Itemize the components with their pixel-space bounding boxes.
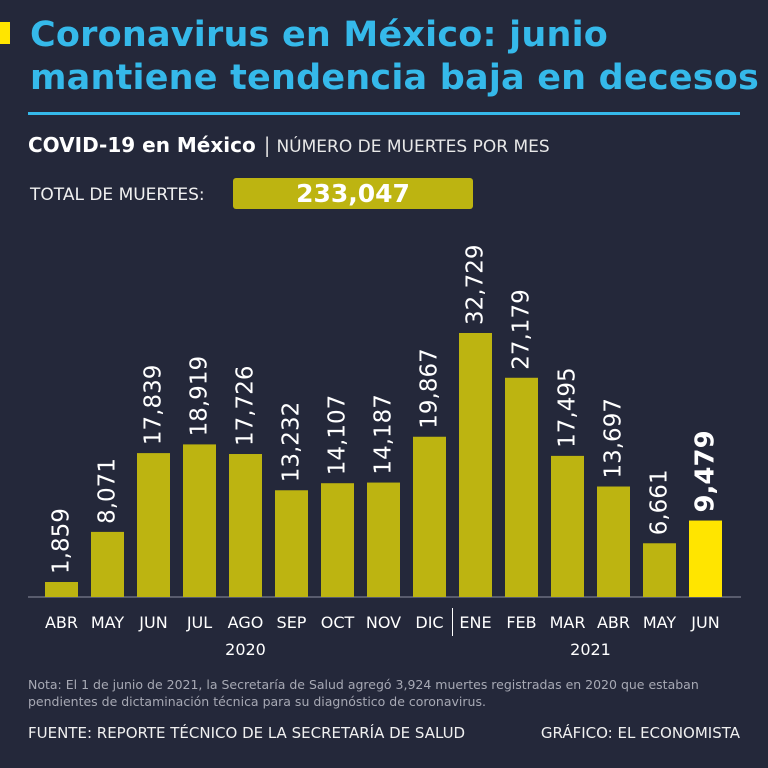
value-label: 17,495 <box>555 367 581 447</box>
value-label: 19,867 <box>417 348 443 428</box>
value-label: 27,179 <box>509 289 535 369</box>
category-label: JUL <box>186 613 212 632</box>
bar-dic-8 <box>413 436 446 597</box>
value-label: 13,697 <box>601 398 627 478</box>
bar-jul-3 <box>183 444 216 597</box>
bar-may-13 <box>643 543 676 597</box>
category-label: OCT <box>321 613 355 632</box>
category-label: MAY <box>643 613 677 632</box>
subtitle-strong: COVID-19 en México <box>28 133 256 157</box>
total-label: TOTAL DE MUERTES: <box>30 185 205 205</box>
subtitle-light: NÚMERO DE MUERTES POR MES <box>276 137 550 157</box>
category-label: DIC <box>415 613 443 632</box>
chart-title: Coronavirus en México: junio mantiene te… <box>30 15 760 98</box>
category-label: FEB <box>506 613 536 632</box>
category-label: JUN <box>690 613 719 632</box>
value-label: 18,919 <box>187 356 213 436</box>
value-label: 14,187 <box>371 394 397 474</box>
title-accent-bar <box>0 22 10 44</box>
value-label: 13,232 <box>279 402 305 482</box>
year-label: 2021 <box>570 640 611 659</box>
value-label: 6,661 <box>647 469 673 535</box>
category-label: JUN <box>138 613 167 632</box>
bar-ene-9 <box>459 333 492 597</box>
bar-mar-11 <box>551 455 584 597</box>
bar-sep-5 <box>275 490 308 597</box>
bar-may-1 <box>91 531 124 597</box>
source-text: FUENTE: REPORTE TÉCNICO DE LA SECRETARÍA… <box>28 724 466 742</box>
title-divider <box>28 112 740 115</box>
bar-oct-6 <box>321 483 354 597</box>
category-label: AGO <box>228 613 264 632</box>
value-label: 14,107 <box>325 395 351 475</box>
category-label: ABR <box>45 613 78 632</box>
bar-nov-7 <box>367 482 400 597</box>
bar-feb-10 <box>505 377 538 597</box>
bar-abr-12 <box>597 486 630 597</box>
value-label: 32,729 <box>463 245 489 325</box>
category-label: ABR <box>597 613 630 632</box>
bar-ago-4 <box>229 454 262 597</box>
credit-text: GRÁFICO: EL ECONOMISTA <box>540 724 740 742</box>
category-label: SEP <box>277 613 307 632</box>
category-label: NOV <box>366 613 401 632</box>
chart-subtitle: COVID-19 en México | NÚMERO DE MUERTES POR… <box>28 133 550 157</box>
year-label: 2020 <box>225 640 266 659</box>
bar-jun-2 <box>137 453 170 597</box>
value-label: 9,479 <box>691 430 721 512</box>
value-label: 17,839 <box>141 365 167 445</box>
bar-abr-0 <box>45 582 78 597</box>
category-label: MAY <box>91 613 125 632</box>
value-label: 1,859 <box>49 508 75 574</box>
footnote: Nota: El 1 de junio de 2021, la Secretar… <box>28 677 699 709</box>
category-label: ENE <box>459 613 491 632</box>
value-label: 8,071 <box>95 458 121 524</box>
total-value: 233,047 <box>233 178 473 209</box>
category-label: MAR <box>550 613 586 632</box>
bar-jun-14 <box>689 520 722 597</box>
value-label: 17,726 <box>233 366 259 446</box>
subtitle-separator: | <box>263 133 271 157</box>
